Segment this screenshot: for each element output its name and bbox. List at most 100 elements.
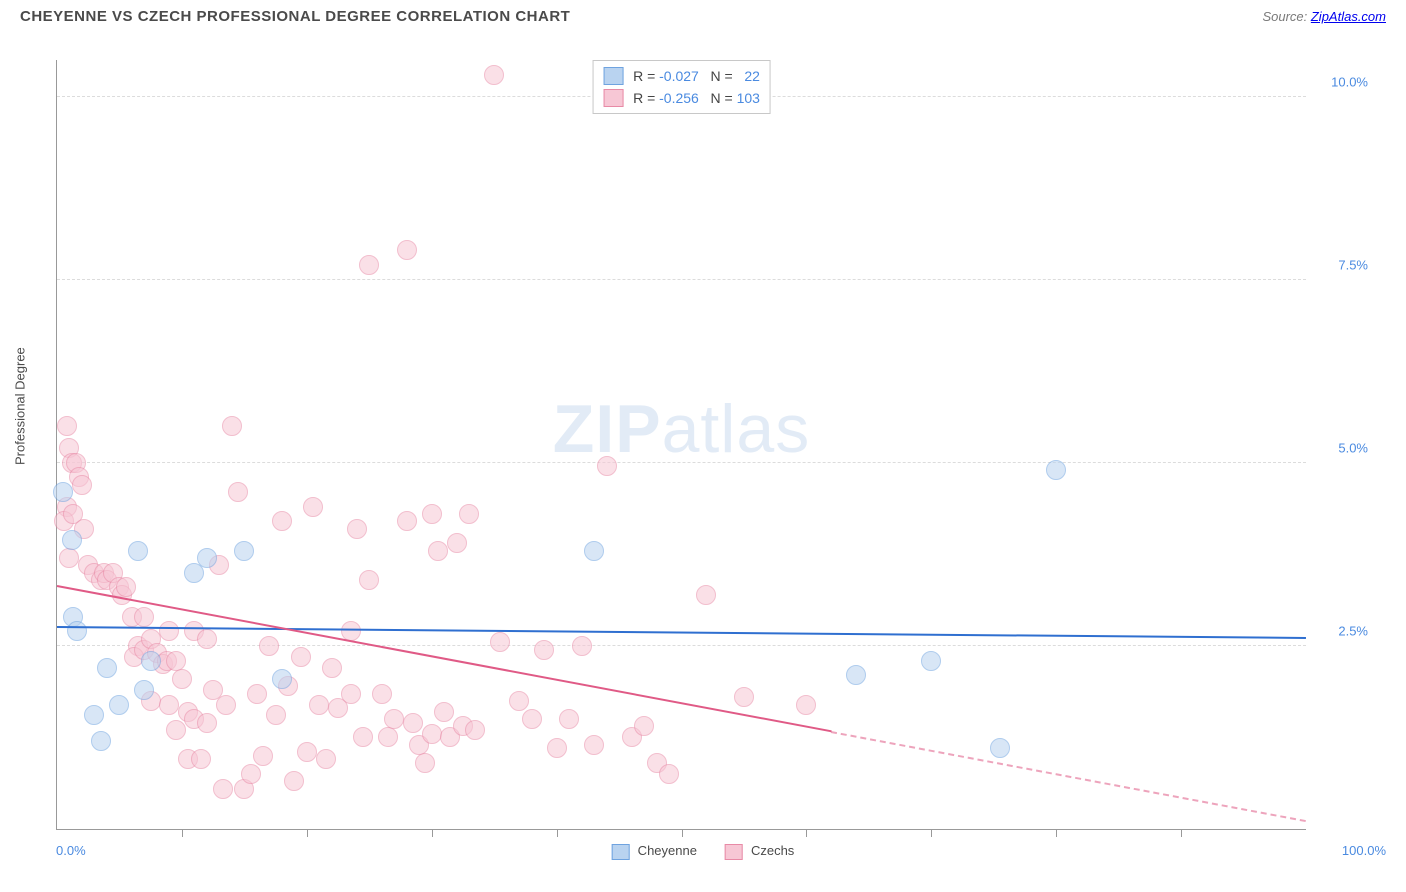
scatter-point-czechs: [459, 504, 479, 524]
scatter-point-czechs: [428, 541, 448, 561]
scatter-point-czechs: [378, 727, 398, 747]
x-tick: [806, 829, 807, 837]
scatter-point-cheyenne: [91, 731, 111, 751]
x-tick: [432, 829, 433, 837]
scatter-point-czechs: [57, 416, 77, 436]
scatter-point-czechs: [191, 749, 211, 769]
x-tick: [182, 829, 183, 837]
scatter-point-cheyenne: [84, 705, 104, 725]
scatter-point-czechs: [465, 720, 485, 740]
legend-bottom: Cheyenne Czechs: [612, 843, 795, 860]
scatter-point-czechs: [297, 742, 317, 762]
x-axis-min-label: 0.0%: [56, 843, 86, 858]
scatter-point-czechs: [213, 779, 233, 799]
scatter-point-cheyenne: [67, 621, 87, 641]
scatter-point-czechs: [403, 713, 423, 733]
scatter-point-czechs: [422, 504, 442, 524]
scatter-point-czechs: [447, 533, 467, 553]
legend-item-czechs: Czechs: [725, 843, 794, 860]
scatter-point-czechs: [253, 746, 273, 766]
source-prefix: Source:: [1262, 9, 1310, 24]
scatter-point-czechs: [116, 577, 136, 597]
trend-line-cheyenne: [57, 626, 1306, 639]
scatter-point-czechs: [584, 735, 604, 755]
scatter-point-czechs: [228, 482, 248, 502]
x-axis-max-label: 100.0%: [1342, 843, 1386, 858]
scatter-point-czechs: [216, 695, 236, 715]
scatter-point-cheyenne: [272, 669, 292, 689]
x-tick: [1181, 829, 1182, 837]
scatter-point-czechs: [222, 416, 242, 436]
trend-line-czechs-dashed: [831, 731, 1306, 822]
scatter-point-cheyenne: [128, 541, 148, 561]
page-title: CHEYENNE VS CZECH PROFESSIONAL DEGREE CO…: [20, 8, 570, 25]
scatter-point-czechs: [172, 669, 192, 689]
y-axis-label: Professional Degree: [13, 347, 28, 465]
legend-swatch-cheyenne-icon: [612, 844, 630, 860]
scatter-point-czechs: [484, 65, 504, 85]
scatter-point-czechs: [572, 636, 592, 656]
y-tick-label: 10.0%: [1331, 74, 1368, 89]
x-tick: [931, 829, 932, 837]
scatter-point-cheyenne: [1046, 460, 1066, 480]
scatter-point-czechs: [341, 684, 361, 704]
scatter-point-czechs: [634, 716, 654, 736]
scatter-point-czechs: [353, 727, 373, 747]
swatch-cheyenne-icon: [603, 67, 623, 85]
scatter-point-czechs: [397, 240, 417, 260]
stats-r-label: R =: [633, 87, 659, 109]
legend-label-cheyenne: Cheyenne: [638, 843, 697, 858]
scatter-point-czechs: [266, 705, 286, 725]
x-tick: [557, 829, 558, 837]
scatter-point-cheyenne: [921, 651, 941, 671]
scatter-point-cheyenne: [584, 541, 604, 561]
stats-legend-box: R = -0.027 N = 22 R = -0.256 N = 103: [592, 60, 771, 114]
stats-r-value-cheyenne: -0.027: [659, 65, 699, 87]
chart-container: Professional Degree ZIPatlas R = -0.027 …: [20, 48, 1386, 882]
grid-line: [57, 462, 1306, 463]
y-tick-label: 2.5%: [1338, 623, 1368, 638]
y-tick-label: 5.0%: [1338, 440, 1368, 455]
scatter-point-czechs: [322, 658, 342, 678]
source-link[interactable]: ZipAtlas.com: [1311, 9, 1386, 24]
scatter-point-czechs: [247, 684, 267, 704]
scatter-point-cheyenne: [53, 482, 73, 502]
scatter-point-czechs: [272, 511, 292, 531]
scatter-point-czechs: [316, 749, 336, 769]
stats-row-czechs: R = -0.256 N = 103: [603, 87, 760, 109]
scatter-point-czechs: [134, 607, 154, 627]
scatter-point-cheyenne: [846, 665, 866, 685]
swatch-czechs-icon: [603, 89, 623, 107]
scatter-point-czechs: [734, 687, 754, 707]
scatter-point-czechs: [159, 621, 179, 641]
scatter-point-czechs: [384, 709, 404, 729]
grid-line: [57, 279, 1306, 280]
scatter-plot: ZIPatlas R = -0.027 N = 22 R = -0.256 N …: [56, 60, 1306, 830]
scatter-point-cheyenne: [141, 651, 161, 671]
scatter-point-czechs: [291, 647, 311, 667]
stats-row-cheyenne: R = -0.027 N = 22: [603, 65, 760, 87]
y-tick-label: 7.5%: [1338, 257, 1368, 272]
scatter-point-cheyenne: [62, 530, 82, 550]
stats-r-label: R =: [633, 65, 659, 87]
scatter-point-czechs: [347, 519, 367, 539]
legend-item-cheyenne: Cheyenne: [612, 843, 697, 860]
scatter-point-czechs: [241, 764, 261, 784]
scatter-point-czechs: [597, 456, 617, 476]
scatter-point-czechs: [166, 720, 186, 740]
stats-n-label: N =: [699, 65, 737, 87]
scatter-point-cheyenne: [134, 680, 154, 700]
scatter-point-czechs: [197, 713, 217, 733]
stats-n-label: N =: [699, 87, 737, 109]
scatter-point-cheyenne: [97, 658, 117, 678]
scatter-point-czechs: [659, 764, 679, 784]
source-attribution: Source: ZipAtlas.com: [1262, 9, 1386, 24]
scatter-point-czechs: [509, 691, 529, 711]
scatter-point-czechs: [259, 636, 279, 656]
scatter-point-czechs: [422, 724, 442, 744]
watermark-atlas: atlas: [662, 391, 811, 467]
scatter-point-czechs: [434, 702, 454, 722]
watermark: ZIPatlas: [553, 390, 810, 468]
scatter-point-czechs: [547, 738, 567, 758]
stats-n-value-czechs: 103: [737, 87, 760, 109]
